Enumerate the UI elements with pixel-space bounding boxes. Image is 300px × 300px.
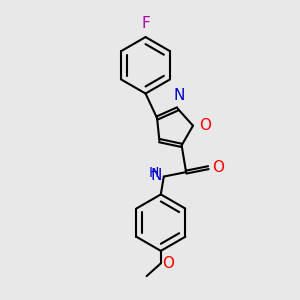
Text: O: O xyxy=(162,256,174,272)
Text: H: H xyxy=(149,166,160,180)
Text: O: O xyxy=(212,160,224,175)
Text: F: F xyxy=(141,16,150,31)
Text: N: N xyxy=(151,168,162,183)
Text: N: N xyxy=(174,88,185,104)
Text: O: O xyxy=(199,118,211,133)
